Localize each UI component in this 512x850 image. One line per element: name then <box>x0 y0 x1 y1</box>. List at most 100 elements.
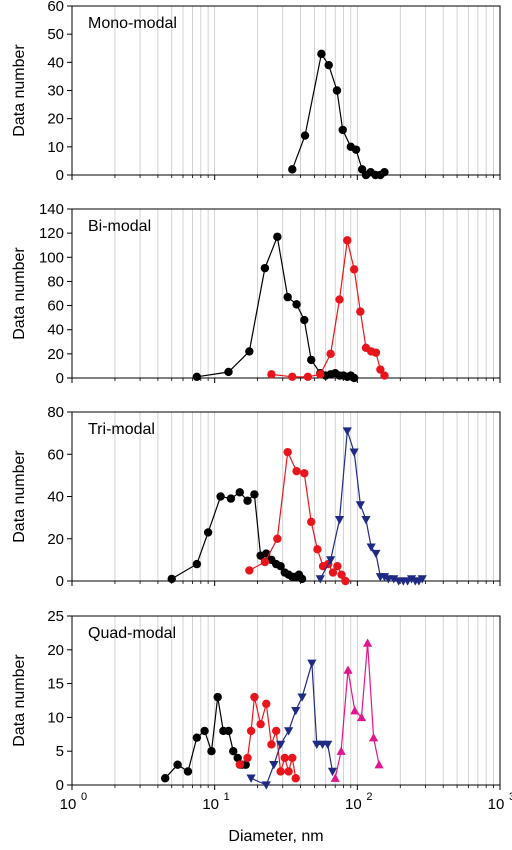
data-point <box>283 447 292 457</box>
data-point <box>261 781 271 790</box>
panel-1: 0 10 20 30 40 50 60 Data number Mono-modal <box>11 0 501 184</box>
data-point <box>297 574 307 584</box>
data-point <box>292 466 301 476</box>
data-point <box>326 349 335 359</box>
data-point <box>307 659 317 668</box>
data-point <box>307 517 316 527</box>
x-tick-label: 10 <box>488 796 505 813</box>
data-point <box>267 740 276 749</box>
plot-frame <box>71 615 501 786</box>
data-point <box>343 236 352 245</box>
y-tick-label: 140 <box>39 201 64 218</box>
data-point <box>317 49 326 59</box>
data-point <box>307 355 316 365</box>
data-point <box>336 746 346 755</box>
series-2 <box>235 692 300 783</box>
data-point <box>379 573 390 582</box>
data-point <box>406 575 417 584</box>
data-point <box>324 60 333 70</box>
data-point <box>288 165 297 174</box>
data-point <box>192 733 202 742</box>
data-point <box>276 562 285 571</box>
data-point <box>224 726 233 736</box>
y-axis-label: Data number <box>11 247 28 340</box>
data-point <box>224 367 233 377</box>
y-tick-label: 80 <box>47 404 64 421</box>
data-point <box>371 348 381 357</box>
y-tick-label: 20 <box>47 111 64 128</box>
data-point <box>280 753 289 763</box>
series-1 <box>160 692 250 783</box>
data-point <box>288 372 297 381</box>
panel-3: 0 20 40 60 80 Data number Tri-modal <box>11 404 501 590</box>
y-tick-label: 0 <box>56 777 64 794</box>
data-point <box>288 753 297 763</box>
data-point <box>260 557 270 567</box>
data-point <box>361 516 371 525</box>
data-point <box>284 727 294 736</box>
data-point <box>333 562 342 571</box>
y-axis-label: Data number <box>11 654 28 747</box>
data-point <box>260 263 270 273</box>
y-tick-label: 10 <box>47 709 64 726</box>
data-point <box>350 706 360 715</box>
data-point <box>213 692 222 702</box>
data-point <box>273 232 282 241</box>
data-point <box>243 753 252 763</box>
y-tick-label: 20 <box>47 531 64 548</box>
data-point <box>338 125 347 135</box>
data-point <box>326 556 336 565</box>
data-point <box>332 86 342 95</box>
data-point <box>273 534 282 543</box>
panel-title: Mono-modal <box>88 15 177 32</box>
data-point <box>246 726 256 736</box>
y-tick-label: 80 <box>47 273 64 290</box>
y-tick-label: 0 <box>56 167 64 184</box>
series-1 <box>192 232 359 383</box>
data-point <box>173 760 182 769</box>
data-point <box>267 370 276 379</box>
data-point <box>276 767 285 776</box>
y-tick-label: 60 <box>47 0 64 15</box>
y-axis-label: Data number <box>11 450 28 543</box>
y-tick-label: 0 <box>56 573 64 590</box>
y-tick-label: 5 <box>56 743 64 760</box>
grid-lines <box>114 209 494 378</box>
series-4 <box>330 638 384 782</box>
series-3 <box>315 427 427 586</box>
data-point <box>313 545 322 554</box>
data-point <box>389 575 399 584</box>
data-point <box>246 774 256 783</box>
series-1 <box>288 49 389 180</box>
x-tick-label: 10 <box>345 796 362 813</box>
data-point <box>341 576 350 586</box>
data-point <box>233 753 242 763</box>
y-axis-label: Data number <box>11 44 28 137</box>
data-point <box>276 740 286 750</box>
panel-title: Bi-modal <box>88 218 151 235</box>
data-point <box>192 559 202 569</box>
panel-title: Tri-modal <box>88 421 155 438</box>
x-tick-label: 10 <box>60 796 77 813</box>
data-point <box>183 767 193 776</box>
x-tick-exponent: 0 <box>81 791 87 803</box>
data-point <box>330 773 340 782</box>
data-point <box>417 575 427 584</box>
data-point <box>368 733 379 742</box>
data-point <box>356 712 367 722</box>
panel-title: Quad-modal <box>88 625 176 642</box>
data-point <box>327 767 338 777</box>
data-point <box>291 706 301 716</box>
series-1 <box>167 488 307 584</box>
data-point <box>380 371 389 380</box>
data-point <box>256 719 265 729</box>
data-point <box>216 492 225 501</box>
data-point <box>167 574 176 584</box>
x-tick-exponent: 3 <box>509 791 512 803</box>
data-point <box>374 760 384 769</box>
data-point <box>207 747 216 756</box>
y-tick-label: 60 <box>47 446 64 463</box>
data-point <box>160 774 170 783</box>
